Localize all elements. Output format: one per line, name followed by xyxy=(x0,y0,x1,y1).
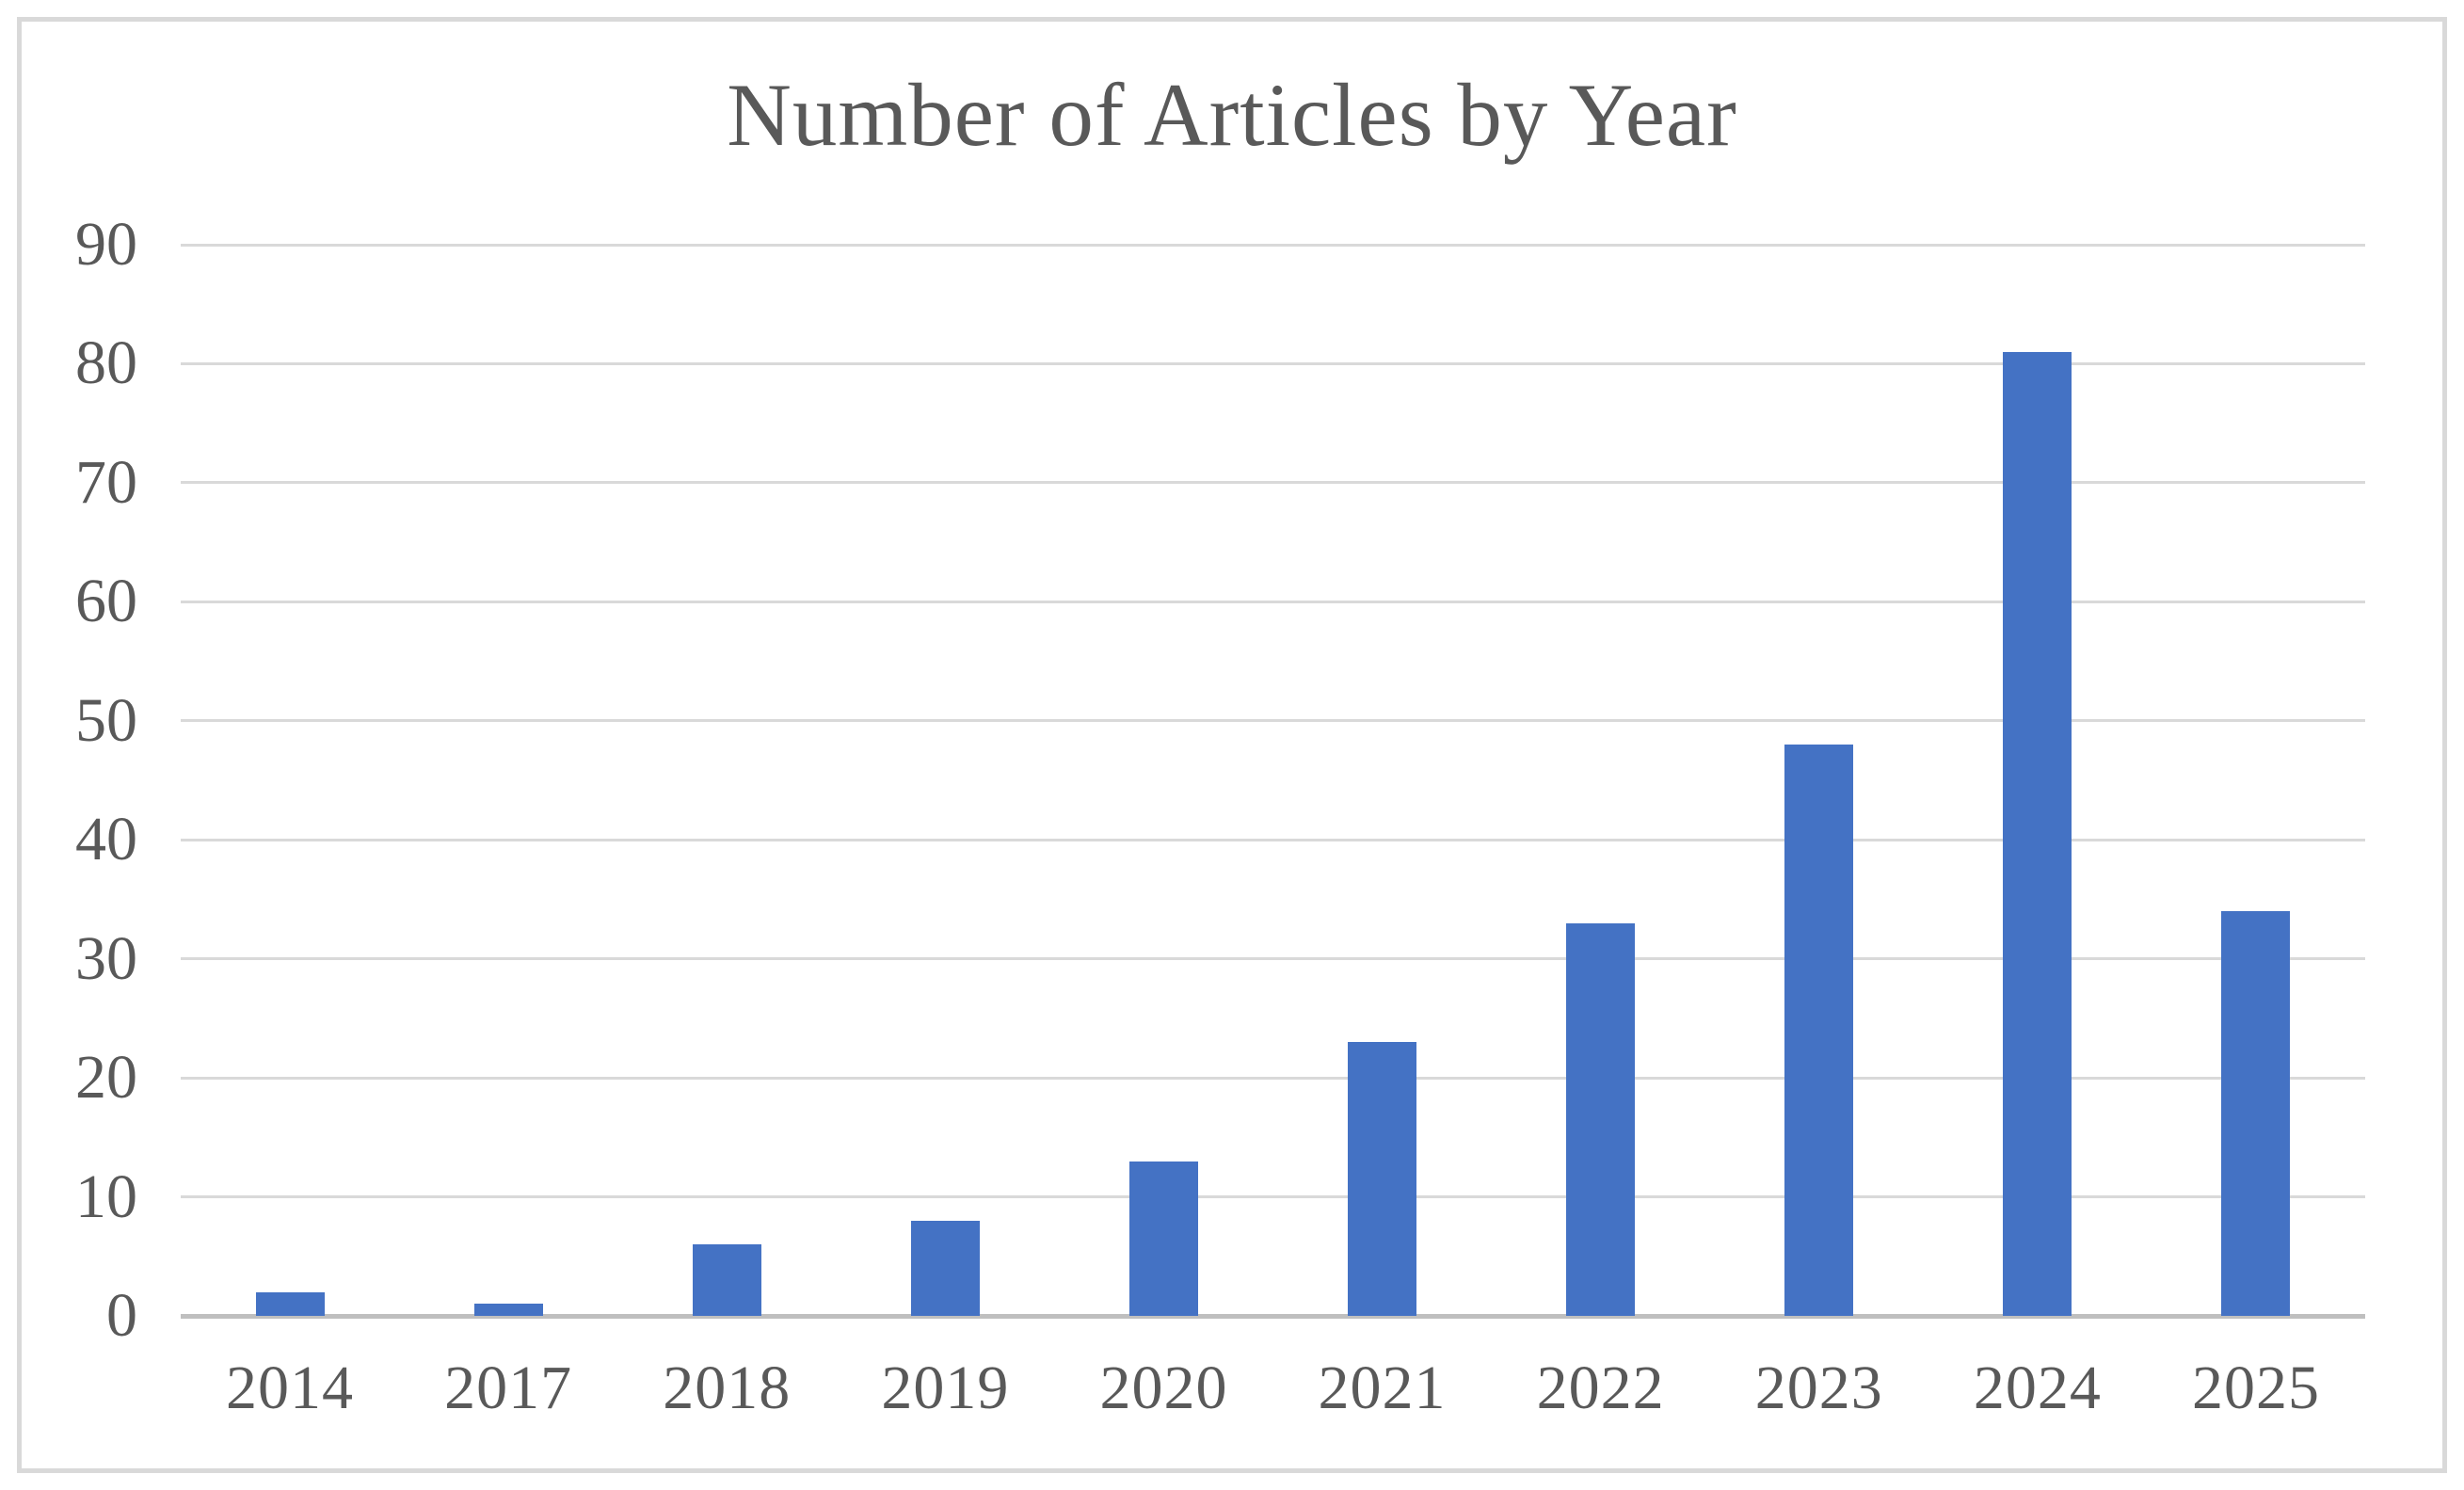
gridline-80 xyxy=(181,361,2365,365)
x-tick-label-2025: 2025 xyxy=(2191,1354,2320,1422)
bar-2014 xyxy=(255,1291,325,1316)
y-tick-label-20: 20 xyxy=(75,1043,137,1113)
bar-2025 xyxy=(2221,911,2291,1316)
x-axis-line xyxy=(181,1314,2365,1319)
x-tick-label-2020: 2020 xyxy=(1099,1354,1228,1422)
y-tick-label-80: 80 xyxy=(75,328,137,398)
x-tick-label-2021: 2021 xyxy=(1318,1354,1447,1422)
x-tick-label-2022: 2022 xyxy=(1536,1354,1665,1422)
gridline-50 xyxy=(181,719,2365,723)
x-tick-label-2024: 2024 xyxy=(1973,1354,2102,1422)
y-tick-label-60: 60 xyxy=(75,567,137,636)
gridline-20 xyxy=(181,1076,2365,1080)
y-tick-label-70: 70 xyxy=(75,447,137,517)
y-tick-label-40: 40 xyxy=(75,805,137,874)
y-tick-label-0: 0 xyxy=(106,1281,137,1350)
x-tick-label-2019: 2019 xyxy=(881,1354,1010,1422)
gridline-70 xyxy=(181,481,2365,485)
gridline-90 xyxy=(181,243,2365,247)
gridline-10 xyxy=(181,1195,2365,1199)
bar-2020 xyxy=(1128,1161,1198,1316)
gridline-30 xyxy=(181,957,2365,961)
gridline-60 xyxy=(181,600,2365,603)
bar-2022 xyxy=(1566,922,1636,1316)
gridline-40 xyxy=(181,838,2365,841)
y-tick-label-90: 90 xyxy=(75,210,137,279)
bar-2023 xyxy=(1784,745,1854,1316)
x-tick-label-2017: 2017 xyxy=(444,1354,573,1422)
x-tick-label-2023: 2023 xyxy=(1754,1354,1883,1422)
bar-2018 xyxy=(692,1244,761,1316)
bar-2024 xyxy=(2003,351,2072,1316)
bar-2021 xyxy=(1348,1042,1417,1316)
x-tick-label-2018: 2018 xyxy=(663,1354,792,1422)
bar-2017 xyxy=(473,1304,543,1316)
y-tick-label-10: 10 xyxy=(75,1162,137,1231)
chart-title: Number of Articles by Year xyxy=(727,65,1737,165)
y-tick-label-50: 50 xyxy=(75,685,137,755)
chart-border xyxy=(17,17,2447,1473)
x-tick-label-2014: 2014 xyxy=(226,1354,355,1422)
plot-area xyxy=(181,243,2365,1319)
bar-2019 xyxy=(910,1220,980,1316)
y-tick-label-30: 30 xyxy=(75,923,137,993)
